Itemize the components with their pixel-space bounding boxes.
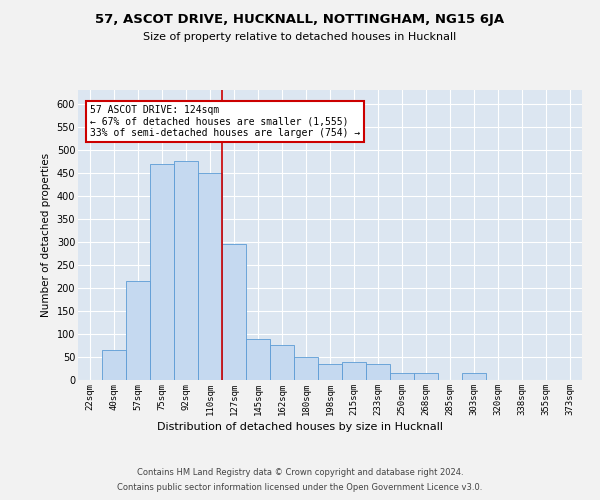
Bar <box>318 364 342 380</box>
Text: Contains public sector information licensed under the Open Government Licence v3: Contains public sector information licen… <box>118 483 482 492</box>
Bar <box>366 364 390 380</box>
Bar <box>222 244 246 380</box>
Y-axis label: Number of detached properties: Number of detached properties <box>41 153 51 317</box>
Text: Contains HM Land Registry data © Crown copyright and database right 2024.: Contains HM Land Registry data © Crown c… <box>137 468 463 477</box>
Text: 57, ASCOT DRIVE, HUCKNALL, NOTTINGHAM, NG15 6JA: 57, ASCOT DRIVE, HUCKNALL, NOTTINGHAM, N… <box>95 12 505 26</box>
Text: Distribution of detached houses by size in Hucknall: Distribution of detached houses by size … <box>157 422 443 432</box>
Bar <box>150 164 174 380</box>
Bar <box>174 162 198 380</box>
Bar <box>198 173 222 380</box>
Text: Size of property relative to detached houses in Hucknall: Size of property relative to detached ho… <box>143 32 457 42</box>
Bar <box>414 373 438 380</box>
Bar <box>390 373 414 380</box>
Bar <box>102 350 126 380</box>
Bar <box>270 346 294 380</box>
Bar <box>294 357 318 380</box>
Text: 57 ASCOT DRIVE: 124sqm
← 67% of detached houses are smaller (1,555)
33% of semi-: 57 ASCOT DRIVE: 124sqm ← 67% of detached… <box>90 104 360 138</box>
Bar <box>342 362 366 380</box>
Bar <box>462 373 486 380</box>
Bar <box>126 281 150 380</box>
Bar <box>246 338 270 380</box>
